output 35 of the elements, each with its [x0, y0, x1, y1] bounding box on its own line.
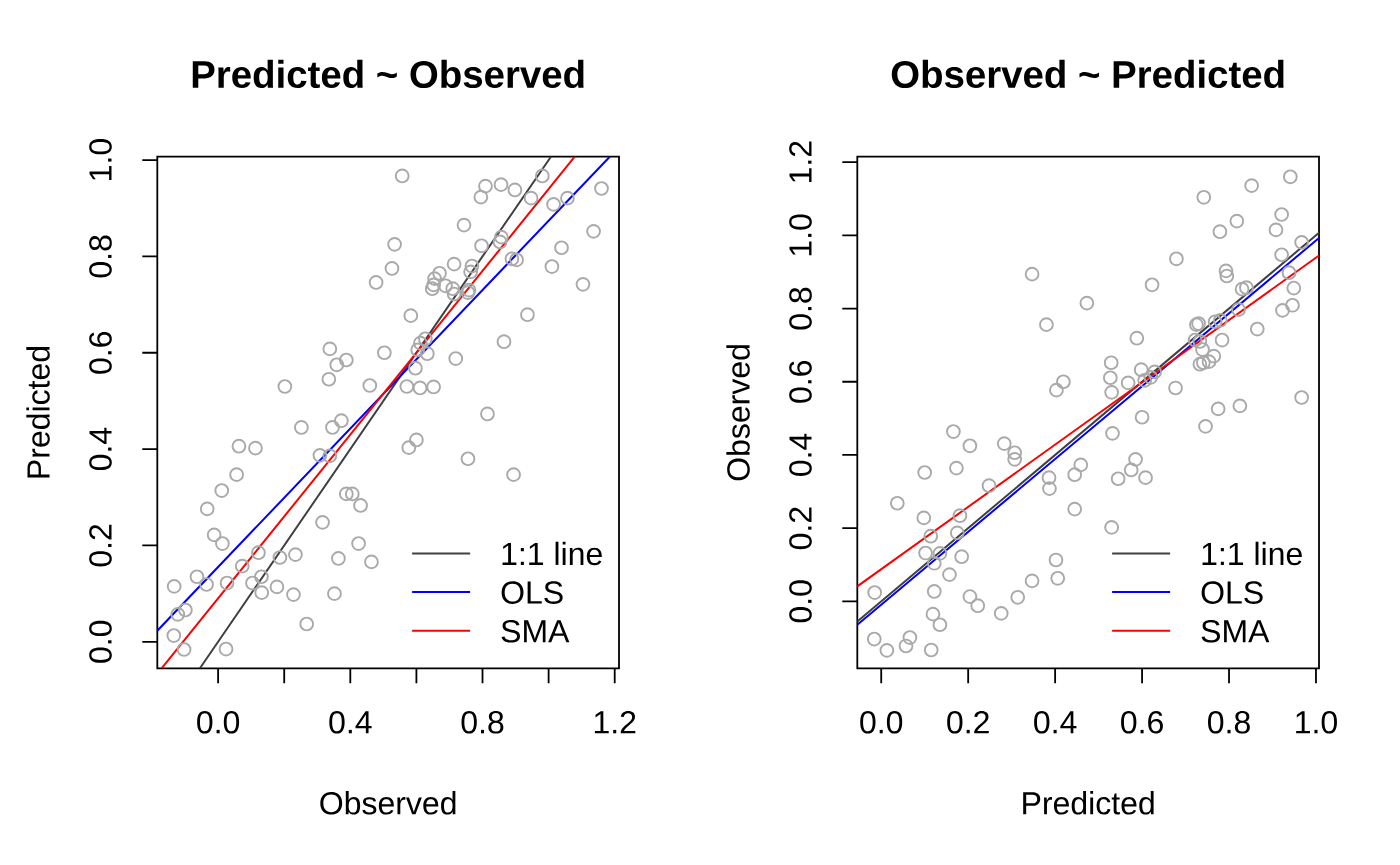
x-tick-label: 0.0 [197, 710, 240, 734]
x-tick-label: 1.0 [1296, 710, 1337, 734]
y-tick-label: 0.2 [789, 507, 812, 550]
y-tick-label: 1.2 [789, 141, 812, 182]
y-tick-label: 0.0 [89, 620, 112, 663]
y-tick-label: 1.0 [89, 139, 112, 180]
x-tick-label: 0.8 [461, 710, 504, 734]
legend-label: 1:1 line [1202, 541, 1302, 566]
y-tick-label: 0.4 [789, 433, 812, 476]
x-tick-label: 0.6 [1121, 710, 1163, 734]
x-tick-label: 0.4 [329, 710, 372, 734]
y-tick-label: 1.0 [789, 214, 812, 256]
y-tick-label: 0.8 [89, 235, 112, 278]
y-tick-label: 0.8 [789, 287, 812, 330]
x-tick-label: 0.2 [947, 710, 989, 734]
x-axis-title: Predicted [1023, 791, 1154, 815]
x-axis-title: Observed [320, 791, 456, 815]
y-tick-label: 0.6 [789, 360, 812, 403]
legend-label: SMA [1201, 619, 1270, 643]
y-tick-label: 0.0 [789, 580, 812, 623]
legend-label: 1:1 line [502, 541, 602, 566]
x-tick-label: 0.0 [860, 710, 903, 734]
y-tick-label: 0.4 [89, 427, 112, 471]
y-tick-label: 0.2 [89, 524, 112, 567]
legend-label: OLS [501, 581, 563, 604]
chart-title: Predicted ~ Observed [192, 59, 584, 89]
x-tick-label: 0.8 [1208, 710, 1250, 734]
chart-title: Observed ~ Predicted [891, 59, 1284, 89]
legend-label: SMA [501, 619, 570, 643]
y-axis-title: Observed [726, 345, 750, 481]
y-tick-label: 0.6 [89, 331, 112, 374]
legend-label: OLS [1201, 581, 1263, 604]
x-tick-label: 1.2 [594, 710, 636, 734]
x-tick-label: 0.4 [1034, 710, 1077, 734]
y-axis-title: Predicted [26, 346, 50, 478]
